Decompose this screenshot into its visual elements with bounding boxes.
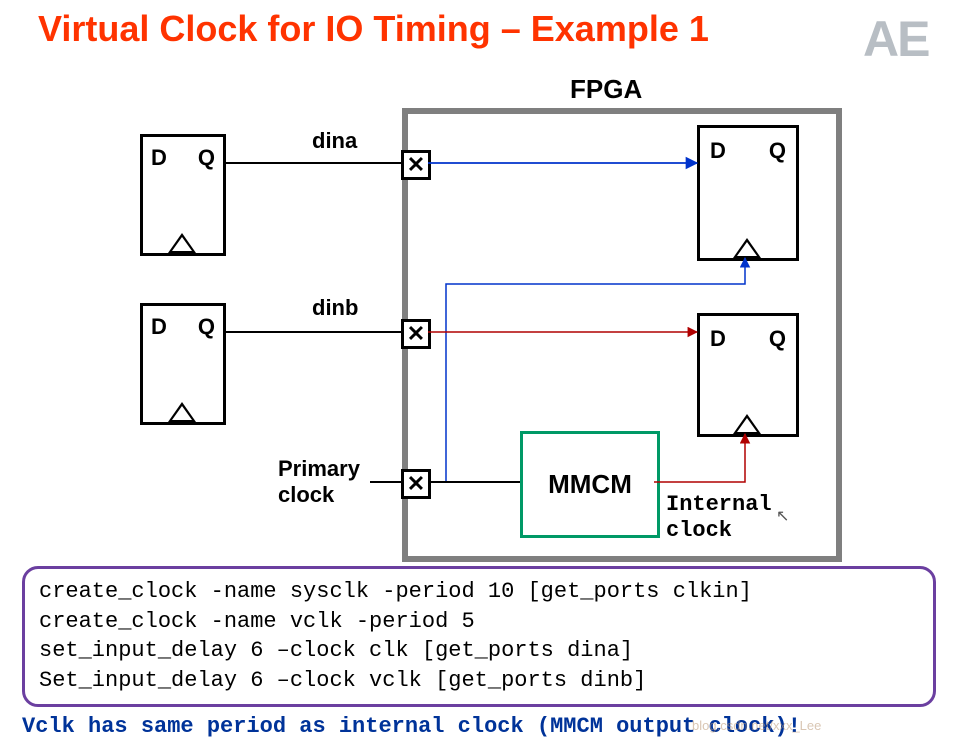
code-line: set_input_delay 6 –clock clk [get_ports … — [39, 636, 919, 666]
code-line: Set_input_delay 6 –clock vclk [get_ports… — [39, 666, 919, 696]
ff-d-label: D — [151, 145, 167, 171]
ext-ff-a: D Q — [140, 134, 226, 256]
logo: AE — [863, 10, 953, 68]
label-primary-clock: Primaryclock — [278, 456, 360, 509]
ff-d-label: D — [710, 326, 726, 352]
int-ff-a: D Q — [697, 125, 799, 261]
int-ff-b: D Q — [697, 313, 799, 437]
ff-q-label: Q — [769, 326, 786, 352]
fpga-label: FPGA — [570, 74, 642, 105]
clock-triangle-icon — [733, 238, 761, 258]
footer-note: Vclk has same period as internal clock (… — [22, 714, 801, 739]
code-box: create_clock -name sysclk -period 10 [ge… — [22, 566, 936, 707]
ff-d-label: D — [710, 138, 726, 164]
ff-d-label: D — [151, 314, 167, 340]
code-line: create_clock -name sysclk -period 10 [ge… — [39, 577, 919, 607]
ff-q-label: Q — [198, 314, 215, 340]
port-dinb: ✕ — [401, 319, 431, 349]
label-dinb: dinb — [312, 295, 358, 321]
cursor-icon: ↖ — [776, 506, 789, 526]
ff-q-label: Q — [769, 138, 786, 164]
code-line: create_clock -name vclk -period 5 — [39, 607, 919, 637]
clock-triangle-icon — [733, 414, 761, 434]
clock-triangle-icon — [168, 233, 196, 253]
slide: Virtual Clock for IO Timing – Example 1 … — [0, 0, 953, 751]
mmcm-block: MMCM — [520, 431, 660, 538]
port-clk: ✕ — [401, 469, 431, 499]
label-dina: dina — [312, 128, 357, 154]
clock-triangle-icon — [168, 402, 196, 422]
slide-title: Virtual Clock for IO Timing – Example 1 — [38, 8, 709, 50]
port-dina: ✕ — [401, 150, 431, 180]
ext-ff-b: D Q — [140, 303, 226, 425]
ff-q-label: Q — [198, 145, 215, 171]
watermark: blog.csdn.net/xxx_Lee — [692, 718, 821, 733]
label-internal-clock: Internalclock — [666, 492, 772, 545]
